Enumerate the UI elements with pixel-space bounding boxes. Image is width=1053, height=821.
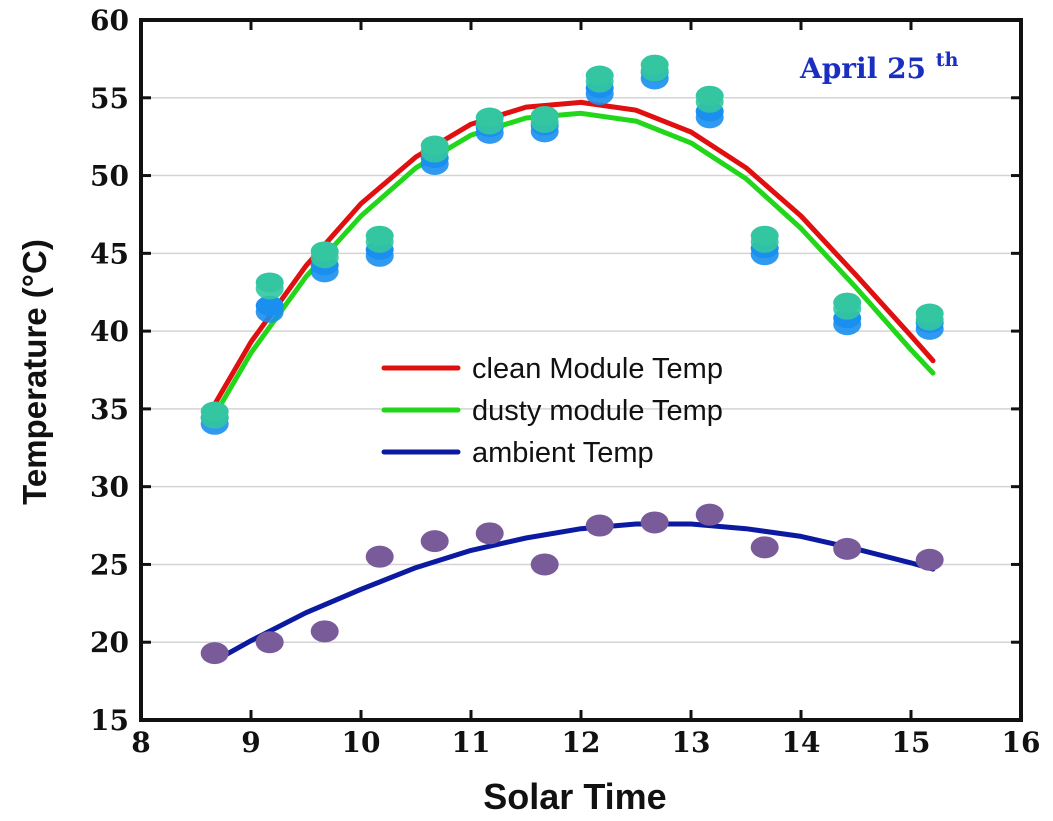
y-tick-label-35: 35 (90, 393, 129, 426)
x-tick-label-10: 10 (342, 726, 381, 759)
y-tick-label-50: 50 (90, 160, 129, 193)
y-tick-label-45: 45 (90, 237, 129, 270)
y-tick-label-55: 55 (90, 82, 129, 115)
data-markers (200, 54, 944, 665)
series-2-point (833, 292, 862, 313)
y-tick-label-25: 25 (90, 548, 129, 581)
series-2-point (585, 65, 614, 86)
legend-label-1: clean Module Temp (472, 353, 723, 385)
series-2-point (420, 135, 449, 156)
series-3-point (310, 620, 339, 643)
x-tick-label-13: 13 (672, 726, 711, 759)
grid-lines (141, 97, 1021, 643)
axis-ticks: 8 9 10 11 12 13 14 15 16 15 20 25 30 35 40 45 50 55 60 (90, 4, 1040, 759)
annotation-text: April 25 (799, 52, 926, 85)
x-tick-label-15: 15 (892, 726, 931, 759)
x-axis-label: Solar Time (483, 776, 666, 817)
x-tick-label-14: 14 (782, 726, 821, 759)
annotation-superscript: th (936, 49, 959, 71)
y-axis-label: Temperature (°C) (16, 239, 53, 505)
y-tick-label-30: 30 (90, 471, 129, 504)
series-2-point (640, 54, 669, 75)
series-2-point (200, 401, 229, 422)
x-tick-label-12: 12 (562, 726, 601, 759)
series-2-point (750, 225, 779, 246)
y-tick-label-20: 20 (90, 626, 129, 659)
series-3-point (365, 545, 394, 568)
series-3-point (200, 642, 229, 665)
series-2-point (310, 241, 339, 262)
series-3-point (420, 530, 449, 553)
series-2-point (255, 272, 284, 293)
series-3-point (750, 536, 779, 559)
series-2-point (530, 106, 559, 126)
series-3-point (640, 511, 669, 534)
series-3-point (475, 522, 504, 545)
series-2-point (915, 303, 944, 324)
series-3-point (585, 514, 614, 537)
legend: clean Module Temp dusty module Temp ambien… (381, 353, 723, 469)
series-1-point (255, 295, 284, 316)
legend-label-2: dusty module Temp (472, 395, 723, 427)
series-2-point (475, 107, 504, 128)
series-3-point (530, 553, 559, 576)
x-tick-label-16: 16 (1002, 726, 1041, 759)
y-tick-label-60: 60 (90, 4, 129, 37)
series-3-point (695, 503, 724, 526)
series-3-point (255, 631, 284, 654)
x-tick-label-9: 9 (241, 726, 260, 759)
x-tick-label-8: 8 (131, 726, 150, 759)
series-2-point (365, 225, 394, 246)
chart-annotation: April 25 th (799, 49, 959, 85)
y-tick-label-40: 40 (90, 315, 129, 348)
series-3-point (915, 548, 944, 571)
x-tick-label-11: 11 (452, 726, 491, 759)
y-tick-label-15: 15 (90, 704, 129, 737)
series-2-point (695, 85, 724, 106)
legend-label-3: ambient Temp (472, 437, 654, 469)
series-3-point (833, 537, 862, 560)
